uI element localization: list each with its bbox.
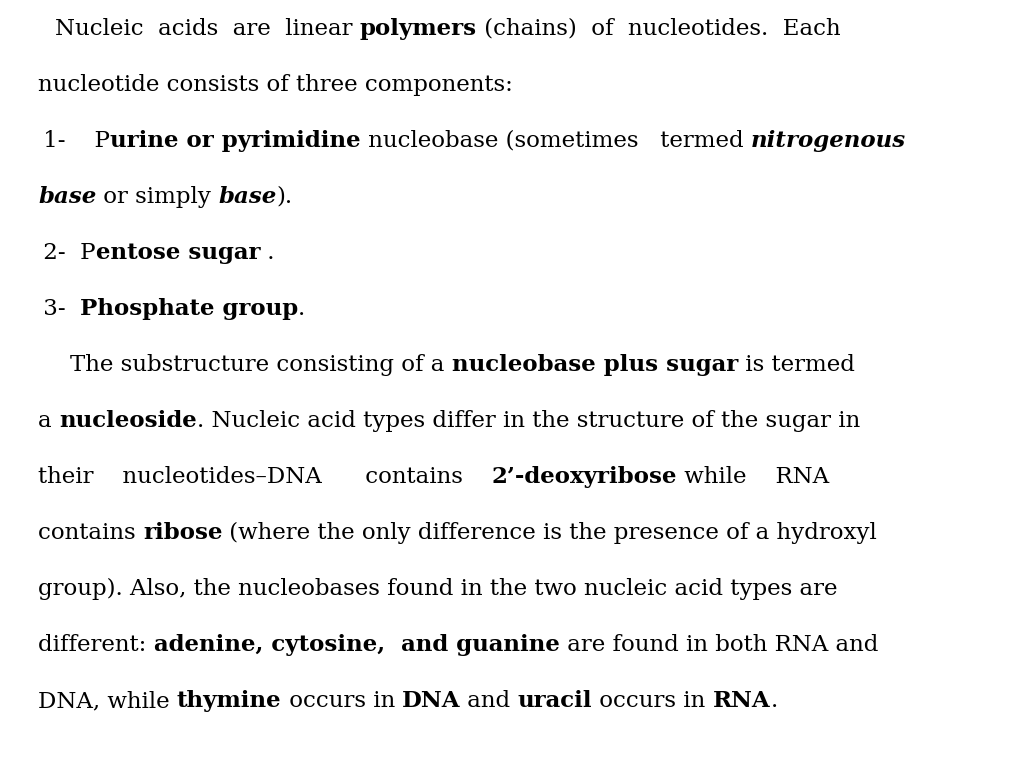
- Text: .: .: [298, 298, 305, 320]
- Text: .: .: [771, 690, 778, 712]
- Text: base: base: [218, 186, 276, 208]
- Text: are found in both RNA and: are found in both RNA and: [559, 634, 878, 656]
- Text: a: a: [38, 410, 58, 432]
- Text: while    RNA: while RNA: [677, 466, 829, 488]
- Text: 1-    P: 1- P: [36, 130, 110, 152]
- Text: DNA: DNA: [402, 690, 461, 712]
- Text: .: .: [260, 242, 274, 264]
- Text: nucleoside: nucleoside: [58, 410, 197, 432]
- Text: 2’-deoxyribose: 2’-deoxyribose: [492, 466, 677, 488]
- Text: group). Also, the nucleobases found in the two nucleic acid types are: group). Also, the nucleobases found in t…: [38, 578, 838, 600]
- Text: polymers: polymers: [359, 18, 477, 40]
- Text: RNA: RNA: [713, 690, 771, 712]
- Text: base: base: [38, 186, 96, 208]
- Text: 3-: 3-: [36, 298, 80, 320]
- Text: Nucleic  acids  are  linear: Nucleic acids are linear: [55, 18, 359, 40]
- Text: ).: ).: [276, 186, 293, 208]
- Text: 2-  P: 2- P: [36, 242, 95, 264]
- Text: . Nucleic acid types differ in the structure of the sugar in: . Nucleic acid types differ in the struc…: [197, 410, 860, 432]
- Text: different:: different:: [38, 634, 154, 656]
- Text: or simply: or simply: [96, 186, 218, 208]
- Text: nucleobase plus sugar: nucleobase plus sugar: [452, 354, 738, 376]
- Text: DNA, while: DNA, while: [38, 690, 177, 712]
- Text: (where the only difference is the presence of a hydroxyl: (where the only difference is the presen…: [222, 522, 878, 544]
- Text: Phosphate group: Phosphate group: [80, 298, 298, 320]
- Text: is termed: is termed: [738, 354, 855, 376]
- Text: nitrogenous: nitrogenous: [751, 130, 905, 152]
- Text: (chains)  of  nucleotides.  Each: (chains) of nucleotides. Each: [477, 18, 841, 40]
- Text: and: and: [461, 690, 518, 712]
- Text: urine or pyrimidine: urine or pyrimidine: [110, 130, 360, 152]
- Text: entose sugar: entose sugar: [95, 242, 260, 264]
- Text: their    nucleotides–DNA      contains: their nucleotides–DNA contains: [38, 466, 492, 488]
- Text: contains: contains: [38, 522, 143, 544]
- Text: adenine, cytosine,  and guanine: adenine, cytosine, and guanine: [154, 634, 559, 656]
- Text: ribose: ribose: [143, 522, 222, 544]
- Text: The substructure consisting of a: The substructure consisting of a: [70, 354, 452, 376]
- Text: nucleobase (sometimes   termed: nucleobase (sometimes termed: [360, 130, 751, 152]
- Text: thymine: thymine: [177, 690, 282, 712]
- Text: uracil: uracil: [518, 690, 593, 712]
- Text: occurs in: occurs in: [282, 690, 402, 712]
- Text: occurs in: occurs in: [593, 690, 713, 712]
- Text: nucleotide consists of three components:: nucleotide consists of three components:: [38, 74, 513, 96]
